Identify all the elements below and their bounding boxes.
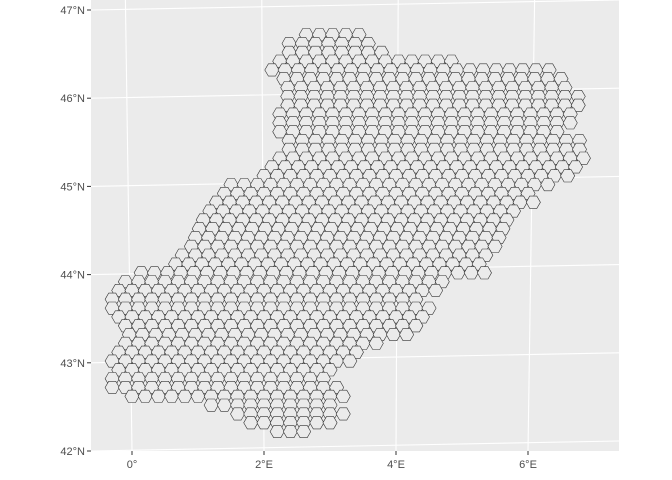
hex-cell [269,425,285,439]
x-tick-label: 4°E [387,459,405,471]
hex-cell [463,266,479,280]
hex-cell [368,336,384,350]
hex-cell [399,328,415,342]
hex-cell [256,416,272,430]
hex-cell [562,116,578,130]
hex-cell [190,389,206,403]
hex-cell [540,178,556,192]
hex-cell [560,169,576,183]
hex-cell [476,266,492,280]
hex-cell [575,151,591,165]
hex-cell [487,239,503,253]
y-tick-label: 44°N [60,270,85,282]
x-tick-label: 6°E [519,459,537,471]
hex-cell [137,389,153,403]
hex-cell [385,328,401,342]
lat-gridline [90,440,620,452]
y-tick-label: 47°N [60,5,85,17]
hex-cell [335,389,351,403]
hex-cell [570,98,586,112]
axes: 47°N 46°N 45°N 44°N 43°N 42°N 0° 2°E 4°E 6°E [60,5,537,471]
x-tick-label: 0° [127,459,138,471]
hex-cell [104,380,120,394]
hex-cell [203,398,219,412]
hex-grid [104,28,591,439]
y-tick-label: 46°N [60,93,85,105]
hex-cell [264,63,280,77]
x-tick-label: 2°E [255,459,273,471]
y-tick-label: 45°N [60,181,85,193]
hex-cell [525,195,541,209]
hex-cell [124,389,140,403]
hex-cell [230,407,246,421]
hex-cell [568,160,583,174]
hex-cell [164,389,180,403]
lat-gridline [90,0,620,11]
hex-cell [408,319,424,333]
hex-cell [243,416,259,430]
hex-cell [282,425,298,439]
y-tick-label: 42°N [60,446,85,458]
hex-cell [322,416,338,430]
hex-cell [450,266,466,280]
y-tick-label: 43°N [60,358,85,370]
hex-cell [150,389,166,403]
hex-cell [296,425,312,439]
hex-cell [428,283,444,297]
hex-cell [342,354,358,368]
hex-cell [309,416,325,430]
hex-cell [216,398,232,412]
hex-cell [335,407,351,421]
hex-cell [177,389,193,403]
